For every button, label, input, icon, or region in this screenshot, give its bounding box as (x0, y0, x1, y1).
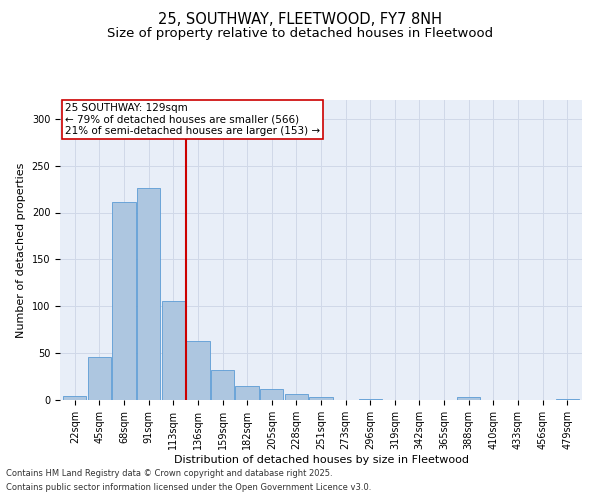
Bar (556, 399, 579, 400)
Bar (359, 399, 382, 400)
Text: Contains public sector information licensed under the Open Government Licence v3: Contains public sector information licen… (6, 484, 371, 492)
Text: 25 SOUTHWAY: 129sqm
← 79% of detached houses are smaller (566)
21% of semi-detac: 25 SOUTHWAY: 129sqm ← 79% of detached ho… (65, 103, 320, 136)
Bar (310, 397, 332, 400)
Bar (186, 341, 209, 400)
Bar (63, 396, 86, 400)
Bar (457, 397, 481, 400)
Text: Size of property relative to detached houses in Fleetwood: Size of property relative to detached ho… (107, 28, 493, 40)
Bar (260, 389, 283, 400)
Text: 25, SOUTHWAY, FLEETWOOD, FY7 8NH: 25, SOUTHWAY, FLEETWOOD, FY7 8NH (158, 12, 442, 28)
Bar (284, 394, 308, 400)
X-axis label: Distribution of detached houses by size in Fleetwood: Distribution of detached houses by size … (173, 454, 469, 464)
Bar (137, 188, 160, 400)
Text: Contains HM Land Registry data © Crown copyright and database right 2025.: Contains HM Land Registry data © Crown c… (6, 468, 332, 477)
Bar (161, 300, 185, 400)
Bar (235, 386, 259, 400)
Y-axis label: Number of detached properties: Number of detached properties (16, 162, 26, 338)
Bar (211, 370, 234, 400)
Bar (88, 357, 111, 400)
Bar (112, 202, 136, 400)
